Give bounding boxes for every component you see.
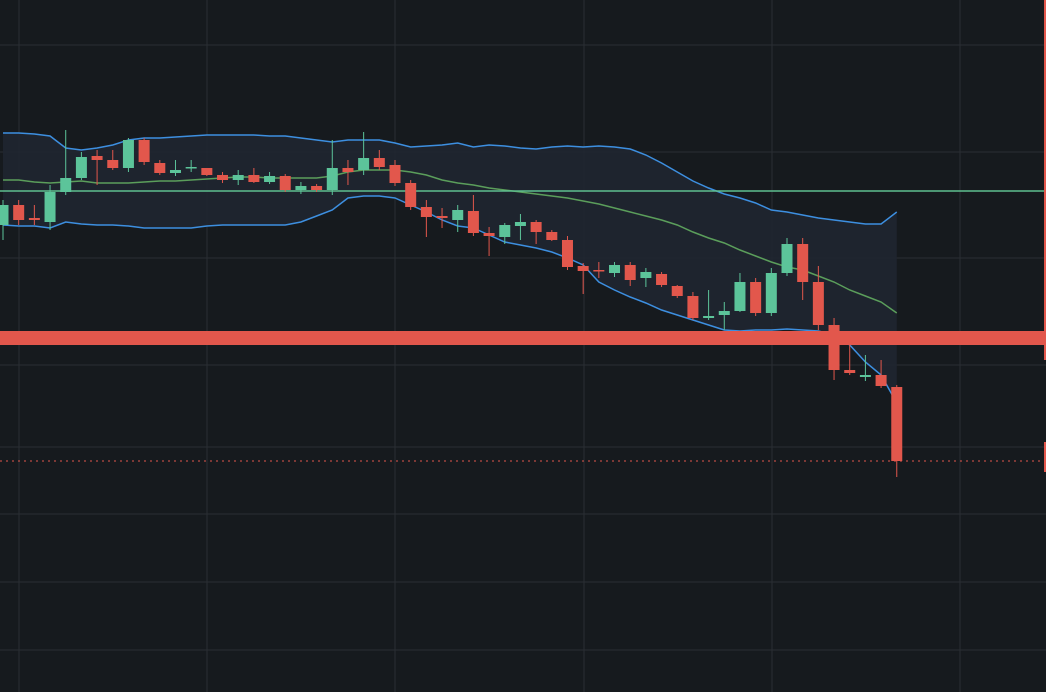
- candle-body: [797, 244, 809, 282]
- candle-body: [138, 140, 150, 162]
- candle-body: [530, 222, 542, 232]
- candle-body: [609, 265, 621, 273]
- candle-body: [828, 325, 840, 370]
- candle-body: [44, 192, 56, 222]
- band-fill: [3, 133, 897, 403]
- candle-body: [91, 156, 103, 160]
- candle-body: [577, 266, 589, 271]
- candle-body: [60, 178, 72, 192]
- candle-body: [217, 175, 229, 180]
- candle-body: [248, 175, 260, 182]
- candle-body: [734, 282, 746, 311]
- candle-body: [750, 282, 762, 313]
- candle-body: [671, 286, 683, 296]
- candle-body: [624, 265, 636, 280]
- candle-body: [0, 205, 9, 225]
- candle-body: [279, 176, 291, 190]
- candle-body: [483, 233, 495, 236]
- candle-body: [75, 157, 87, 178]
- candle-body: [420, 207, 432, 217]
- candle-body: [687, 296, 699, 318]
- candle-body: [342, 168, 354, 172]
- candle-body: [122, 140, 134, 168]
- band-lower: [2, 195, 898, 404]
- candle-body: [546, 232, 558, 240]
- candle-body: [844, 370, 856, 373]
- candle-body: [718, 311, 730, 315]
- candle-body: [326, 168, 338, 190]
- candle-body: [405, 183, 417, 207]
- candle-body: [311, 186, 323, 190]
- candle-body: [436, 216, 448, 218]
- candle-body: [593, 270, 605, 272]
- candle-body: [373, 158, 385, 167]
- band-middle: [3, 169, 898, 314]
- candle-body: [264, 176, 276, 182]
- candle-body: [640, 272, 652, 278]
- candle-body: [765, 273, 777, 313]
- candle-body: [185, 167, 197, 169]
- candle-body: [891, 387, 903, 461]
- candle-body: [201, 168, 213, 175]
- candle-body: [295, 186, 307, 190]
- candle-body: [389, 165, 401, 183]
- candle-body: [452, 210, 464, 220]
- candle-body: [875, 375, 887, 386]
- candle-body: [781, 244, 793, 273]
- candle-body: [656, 274, 668, 285]
- candle-body: [154, 163, 166, 173]
- candle-body: [499, 225, 511, 237]
- candle-body: [13, 205, 25, 220]
- candle-body: [358, 158, 370, 170]
- candle-body: [812, 282, 824, 325]
- band-upper: [3, 132, 898, 225]
- candle-body: [703, 316, 715, 318]
- candle-body: [107, 160, 119, 168]
- candle-body: [232, 175, 244, 180]
- candle-body: [169, 170, 181, 173]
- candle-body: [561, 240, 573, 267]
- candle-body: [28, 218, 40, 220]
- candle-body: [467, 211, 479, 233]
- candle-body: [514, 222, 526, 226]
- candle-body: [859, 375, 871, 377]
